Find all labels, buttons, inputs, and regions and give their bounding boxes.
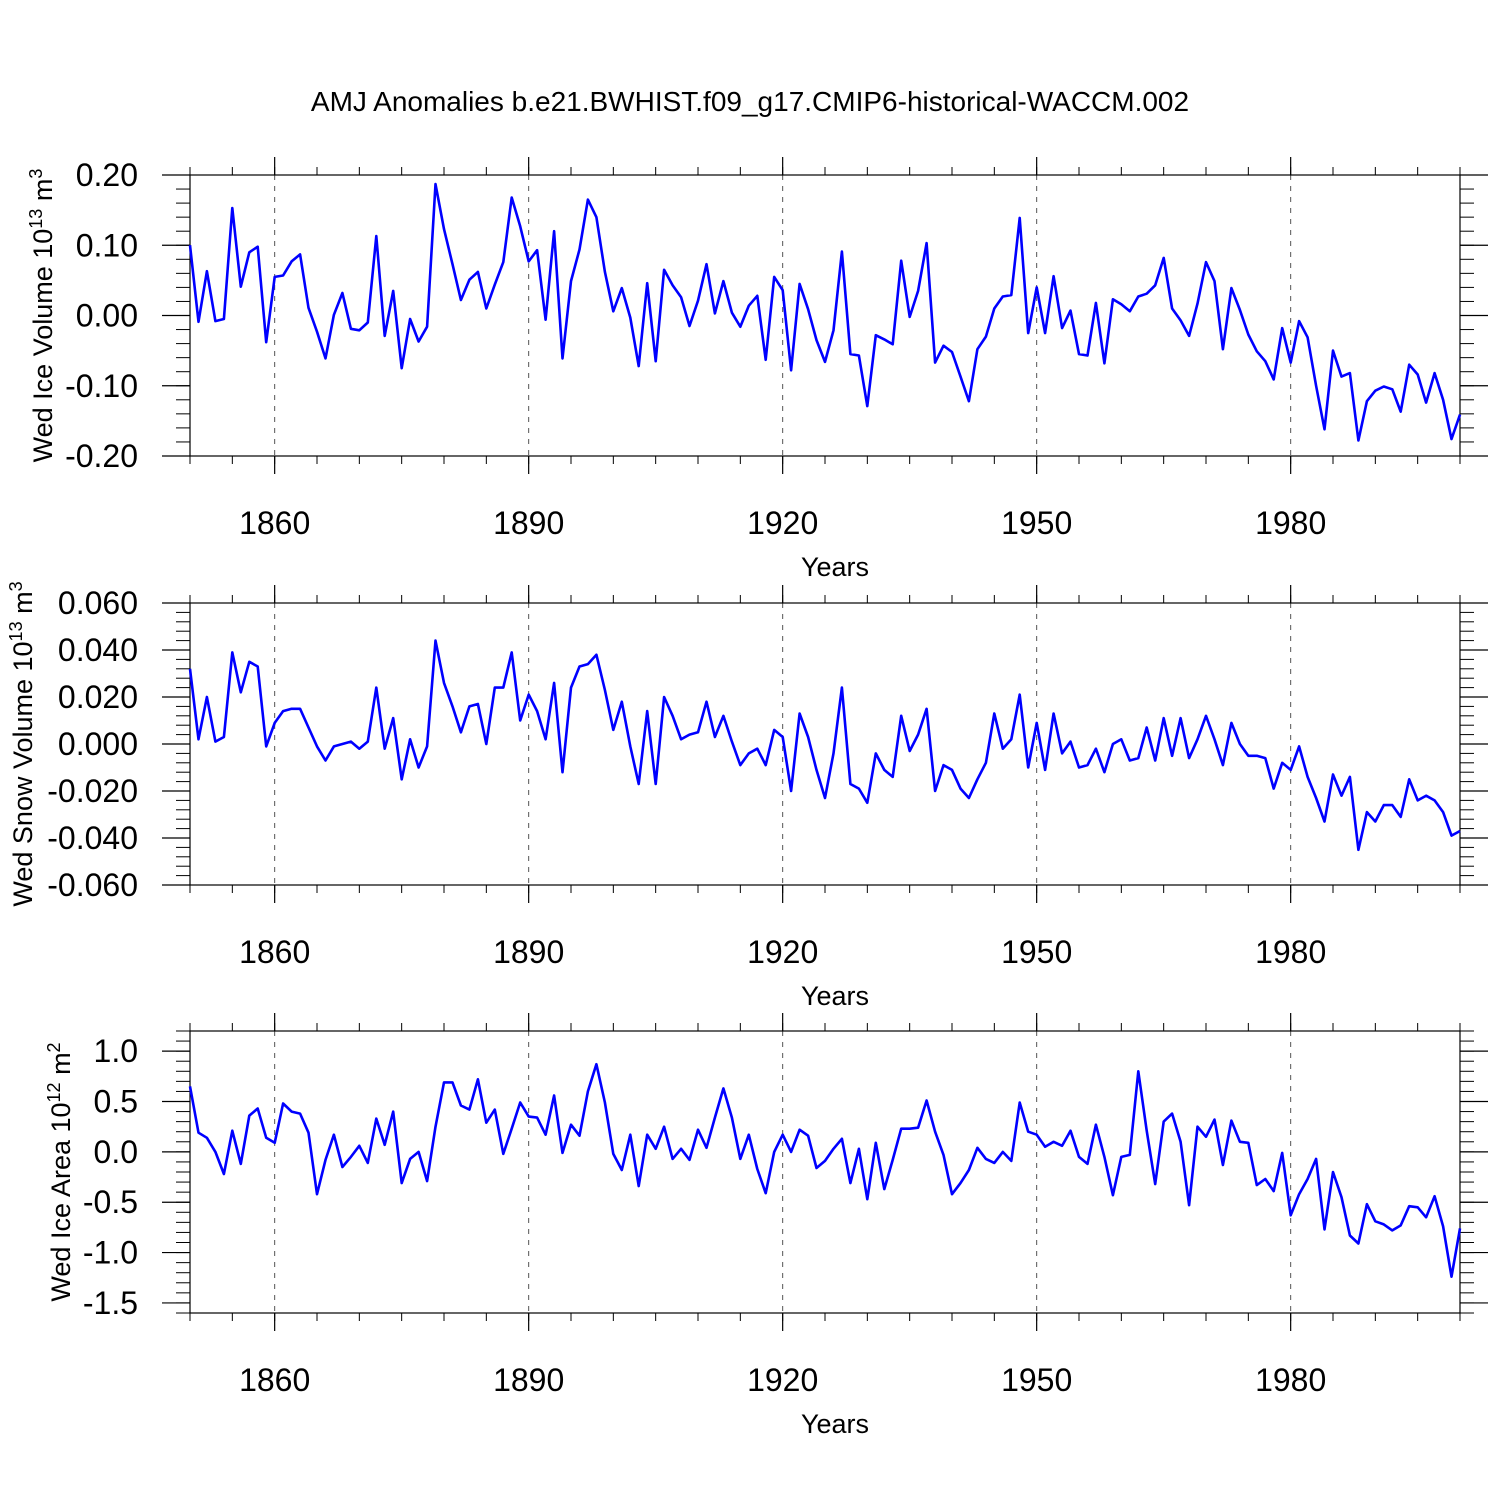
xtick-label-1920: 1920 bbox=[747, 934, 818, 970]
xtick-label-1980: 1980 bbox=[1255, 934, 1326, 970]
ytick-label--1.0: -1.0 bbox=[83, 1235, 138, 1271]
xtick-label-1950: 1950 bbox=[1001, 934, 1072, 970]
xtick-label-1980: 1980 bbox=[1255, 505, 1326, 541]
ytick-label--0.020: -0.020 bbox=[47, 773, 138, 809]
y-axis-title-exponent: 13 bbox=[6, 621, 26, 641]
ytick-label--0.040: -0.040 bbox=[47, 820, 138, 856]
ytick-label--0.10: -0.10 bbox=[65, 368, 138, 404]
y-axis-title-exponent: 2 bbox=[44, 1042, 64, 1052]
xtick-label-1950: 1950 bbox=[1001, 1362, 1072, 1398]
series-line-ice-area bbox=[188, 1062, 1462, 1278]
y-axis-title-exponent: 13 bbox=[26, 209, 46, 229]
ytick-label-0.10: 0.10 bbox=[76, 227, 138, 263]
plot-frame bbox=[189, 1030, 1461, 1314]
xtick-label-1890: 1890 bbox=[493, 1362, 564, 1398]
y-axis-title-exponent: 3 bbox=[26, 169, 46, 179]
ytick-label--1.5: -1.5 bbox=[83, 1285, 138, 1321]
y-axis-title: Wed Ice Area 1012 m2 bbox=[44, 1042, 76, 1301]
panel-snow-volume: 1860 1890 1920 1950 1980 -0.060 -0.040 -0.020 0.… bbox=[6, 581, 1488, 1011]
xtick-label-1980: 1980 bbox=[1255, 1362, 1326, 1398]
ytick-label-0.020: 0.020 bbox=[58, 679, 138, 715]
xtick-label-1890: 1890 bbox=[493, 934, 564, 970]
panel-ice-area: 1860 1890 1920 1950 1980 -1.5 -1.0 -0.5 0.0 0.5 1.… bbox=[44, 1013, 1488, 1439]
y-axis-title-part: m bbox=[8, 591, 38, 621]
x-axis-title: Years bbox=[801, 981, 869, 1011]
ytick-label-0.00: 0.00 bbox=[76, 298, 138, 334]
xtick-label-1860: 1860 bbox=[239, 1362, 310, 1398]
y-axis-title-part: Wed Snow Volume 10 bbox=[8, 641, 38, 906]
ytick-label-0.000: 0.000 bbox=[58, 726, 138, 762]
plot-frame bbox=[189, 174, 1461, 457]
y-axis-title: Wed Snow Volume 1013 m3 bbox=[6, 581, 38, 906]
chart-title: AMJ Anomalies b.e21.BWHIST.f09_g17.CMIP6… bbox=[311, 86, 1189, 117]
xtick-label-1920: 1920 bbox=[747, 505, 818, 541]
xtick-label-1860: 1860 bbox=[239, 934, 310, 970]
xtick-label-1860: 1860 bbox=[239, 505, 310, 541]
ytick-label-0.5: 0.5 bbox=[94, 1084, 138, 1120]
xtick-label-1920: 1920 bbox=[747, 1362, 818, 1398]
y-axis-title-part: Wed Ice Volume 10 bbox=[28, 229, 58, 463]
y-axis-title-exponent: 12 bbox=[44, 1082, 64, 1102]
ytick-label-0.040: 0.040 bbox=[58, 632, 138, 668]
y-axis-title-part: m bbox=[28, 179, 58, 209]
ytick-label-0.20: 0.20 bbox=[76, 157, 138, 193]
ytick-label--0.20: -0.20 bbox=[65, 438, 138, 474]
y-axis-title-exponent: 3 bbox=[6, 581, 26, 591]
x-axis-title: Years bbox=[801, 1409, 869, 1439]
plot-frame bbox=[189, 602, 1461, 886]
xtick-label-1950: 1950 bbox=[1001, 505, 1072, 541]
ytick-label-0.0: 0.0 bbox=[94, 1134, 138, 1170]
series-line-snow-volume bbox=[188, 639, 1461, 852]
y-axis-title: Wed Ice Volume 1013 m3 bbox=[26, 169, 58, 463]
y-axis-title-part: Wed Ice Area 10 bbox=[46, 1102, 76, 1301]
ytick-label-0.060: 0.060 bbox=[58, 585, 138, 621]
x-axis-title: Years bbox=[801, 552, 869, 582]
ytick-label--0.5: -0.5 bbox=[83, 1184, 138, 1220]
ytick-label--0.060: -0.060 bbox=[47, 867, 138, 903]
series-line-ice-volume bbox=[188, 182, 1462, 442]
xtick-label-1890: 1890 bbox=[493, 505, 564, 541]
y-axis-title-part: m bbox=[46, 1052, 76, 1082]
ytick-label-1.0: 1.0 bbox=[94, 1033, 138, 1069]
panel-ice-volume: 1860 1890 1920 1950 1980 -0.20 -0.10 0.00 0.10 0.… bbox=[26, 157, 1488, 582]
